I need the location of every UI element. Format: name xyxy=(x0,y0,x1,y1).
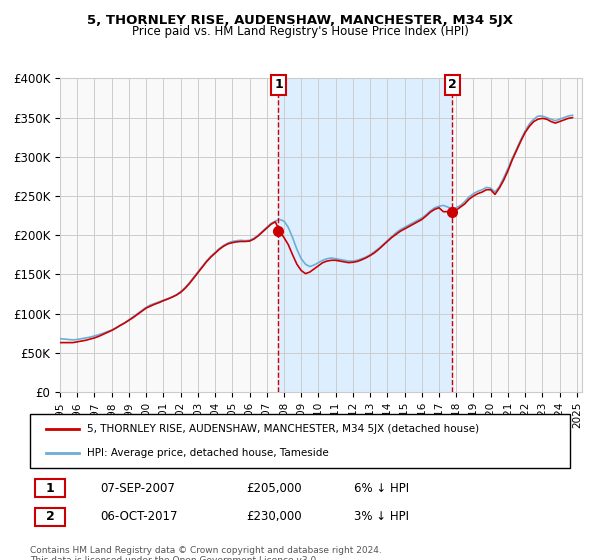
Bar xyxy=(278,78,452,392)
Text: Contains HM Land Registry data © Crown copyright and database right 2024.
This d: Contains HM Land Registry data © Crown c… xyxy=(30,546,382,560)
Text: 1: 1 xyxy=(274,78,283,91)
Text: 07-SEP-2007: 07-SEP-2007 xyxy=(100,482,175,494)
Text: HPI: Average price, detached house, Tameside: HPI: Average price, detached house, Tame… xyxy=(86,447,328,458)
Text: 5, THORNLEY RISE, AUDENSHAW, MANCHESTER, M34 5JX: 5, THORNLEY RISE, AUDENSHAW, MANCHESTER,… xyxy=(87,14,513,27)
Text: 5, THORNLEY RISE, AUDENSHAW, MANCHESTER, M34 5JX (detached house): 5, THORNLEY RISE, AUDENSHAW, MANCHESTER,… xyxy=(86,424,479,435)
FancyBboxPatch shape xyxy=(35,479,65,497)
Text: 2: 2 xyxy=(448,78,457,91)
FancyBboxPatch shape xyxy=(35,508,65,526)
Text: £230,000: £230,000 xyxy=(246,511,302,524)
Text: 6% ↓ HPI: 6% ↓ HPI xyxy=(354,482,409,494)
Text: 1: 1 xyxy=(46,482,55,494)
Text: Price paid vs. HM Land Registry's House Price Index (HPI): Price paid vs. HM Land Registry's House … xyxy=(131,25,469,38)
FancyBboxPatch shape xyxy=(30,414,570,468)
Text: 3% ↓ HPI: 3% ↓ HPI xyxy=(354,511,409,524)
Text: £205,000: £205,000 xyxy=(246,482,302,494)
Text: 2: 2 xyxy=(46,511,55,524)
Text: 06-OCT-2017: 06-OCT-2017 xyxy=(100,511,178,524)
